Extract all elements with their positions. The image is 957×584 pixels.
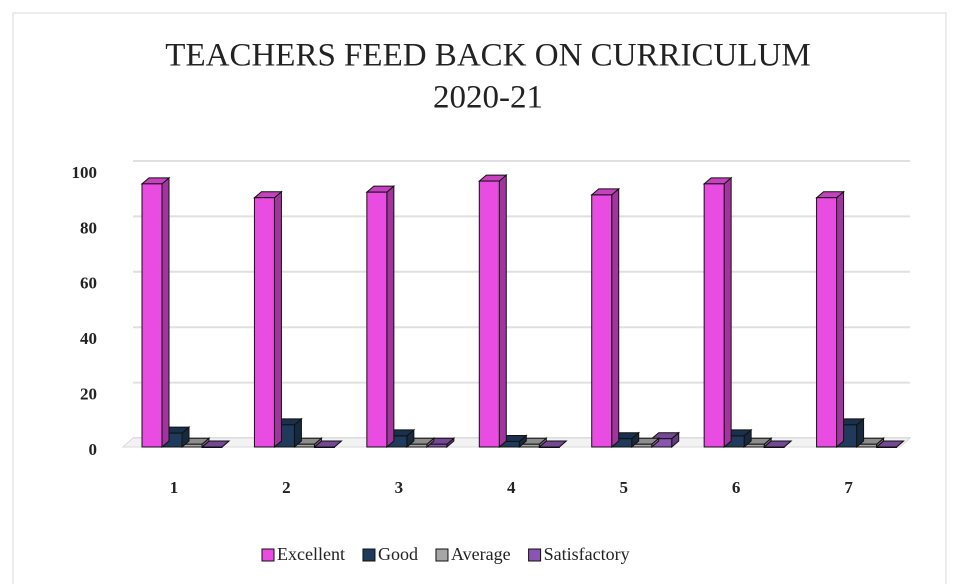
bar-side — [836, 190, 845, 449]
y-tick-label: 20 — [80, 385, 97, 404]
legend-swatch — [261, 548, 275, 562]
bar-side — [611, 187, 620, 449]
bar-front — [876, 446, 898, 448]
legend-label: Satisfactory — [544, 544, 630, 564]
bar-front — [478, 180, 500, 448]
bar — [702, 176, 733, 449]
x-tick-label: 3 — [395, 478, 404, 497]
x-tick-label: 4 — [507, 478, 516, 497]
bar-front — [763, 446, 785, 448]
legend-label: Average — [451, 544, 511, 564]
bar-side — [386, 185, 395, 449]
x-tick-label: 2 — [282, 478, 291, 497]
bar-front — [201, 446, 223, 448]
legend-swatch — [362, 548, 376, 562]
bar-front — [591, 194, 613, 448]
bar-front — [366, 191, 388, 448]
bar — [365, 185, 396, 449]
legend-label: Good — [378, 544, 418, 564]
x-tick-label: 7 — [844, 478, 853, 497]
y-tick-label: 60 — [80, 274, 97, 293]
bar-side — [273, 190, 282, 449]
bar-side — [723, 176, 732, 449]
bar — [477, 173, 508, 449]
legend-label: Excellent — [277, 544, 345, 564]
bar — [875, 440, 905, 448]
bar — [253, 190, 283, 449]
bar-front — [816, 197, 838, 448]
chart-title: TEACHERS FEED BACK ON CURRICULUM — [165, 38, 810, 74]
bar — [537, 440, 568, 448]
bar — [590, 187, 621, 449]
bar — [815, 190, 845, 449]
bar-side — [498, 173, 507, 449]
bar-front — [703, 183, 725, 448]
x-tick-label: 5 — [619, 478, 628, 497]
bar — [140, 176, 171, 449]
bar — [650, 431, 681, 449]
legend-swatch — [435, 548, 449, 562]
x-tick-label: 1 — [170, 478, 179, 497]
legend-swatch — [528, 548, 542, 562]
y-tick-label: 80 — [80, 218, 97, 237]
y-tick-label: 40 — [80, 329, 97, 348]
bar-front — [141, 183, 163, 448]
bar-front — [313, 446, 335, 448]
bar — [200, 440, 231, 448]
x-tick-label: 6 — [732, 478, 741, 497]
bar-front — [538, 446, 560, 448]
bar-side — [161, 176, 170, 449]
y-tick-label: 100 — [72, 163, 98, 182]
y-tick-label: 0 — [89, 440, 98, 459]
chart-title: 2020-21 — [433, 80, 543, 116]
bar-front — [253, 197, 275, 448]
